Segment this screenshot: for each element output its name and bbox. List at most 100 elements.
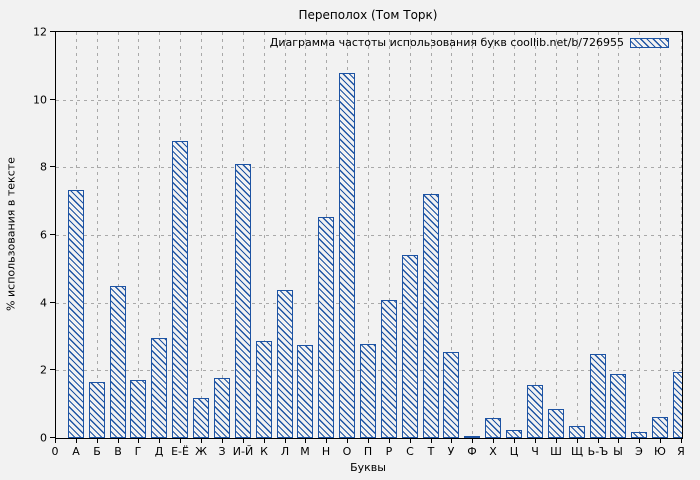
v-gridline xyxy=(451,32,452,438)
x-tick-label: В xyxy=(114,445,122,458)
x-tick-label: Д xyxy=(154,445,164,458)
x-tick-label: З xyxy=(218,445,226,458)
y-tick xyxy=(50,302,55,303)
x-tick xyxy=(347,438,348,443)
x-tick xyxy=(598,438,599,443)
bar xyxy=(443,352,459,438)
bar xyxy=(402,255,418,438)
v-gridline xyxy=(368,32,369,438)
x-tick-label: И-Й xyxy=(232,445,254,458)
x-tick-label: К xyxy=(260,445,268,458)
x-tick xyxy=(305,438,306,443)
chart-title: Переполох (Том Торк) xyxy=(298,8,438,22)
bar xyxy=(464,436,480,438)
x-tick-label: Ш xyxy=(550,445,562,458)
x-axis-title: Буквы xyxy=(350,461,386,474)
plot-area: Диаграмма частоты использования букв coo… xyxy=(55,31,683,439)
v-gridline xyxy=(201,32,202,438)
x-tick-label: Ф xyxy=(467,445,477,458)
bar xyxy=(381,300,397,438)
v-gridline xyxy=(493,32,494,438)
x-tick xyxy=(264,438,265,443)
y-tick xyxy=(50,369,55,370)
legend-swatch-icon xyxy=(630,37,669,48)
x-tick-label: А xyxy=(72,445,80,458)
bar xyxy=(68,190,84,438)
y-tick-label: 10 xyxy=(33,93,47,107)
x-tick-label: С xyxy=(406,445,414,458)
x-tick-label: Е-Ё xyxy=(171,445,189,458)
bar xyxy=(590,354,606,438)
y-tick xyxy=(50,166,55,167)
v-gridline xyxy=(222,32,223,438)
x-tick-label: Я xyxy=(677,445,685,458)
bar xyxy=(506,430,522,438)
y-tick-label: 2 xyxy=(40,363,47,377)
v-gridline xyxy=(305,32,306,438)
x-tick xyxy=(681,438,682,443)
bar xyxy=(673,372,682,438)
bar xyxy=(423,194,439,438)
x-tick-label: 0 xyxy=(51,445,59,458)
bar xyxy=(172,141,188,438)
bar xyxy=(485,418,501,438)
x-tick xyxy=(410,438,411,443)
x-tick xyxy=(222,438,223,443)
h-gridline xyxy=(56,235,682,236)
x-tick-label: Х xyxy=(489,445,497,458)
y-tick-label: 12 xyxy=(33,25,47,39)
v-gridline xyxy=(159,32,160,438)
v-gridline xyxy=(264,32,265,438)
x-tick-label: У xyxy=(447,445,455,458)
bar xyxy=(339,73,355,438)
x-tick xyxy=(660,438,661,443)
y-tick xyxy=(50,234,55,235)
x-tick-label: Г xyxy=(134,445,142,458)
bar xyxy=(214,378,230,438)
x-tick xyxy=(618,438,619,443)
bar xyxy=(130,380,146,438)
x-tick-label: М xyxy=(300,445,310,458)
x-tick xyxy=(639,438,640,443)
x-tick-label: О xyxy=(342,445,352,458)
bar xyxy=(89,382,105,438)
v-gridline xyxy=(639,32,640,438)
x-tick-label: Ю xyxy=(654,445,666,458)
x-tick-label: Л xyxy=(280,445,290,458)
bar xyxy=(297,345,313,438)
bar xyxy=(610,374,626,438)
v-gridline xyxy=(410,32,411,438)
x-tick xyxy=(138,438,139,443)
x-tick xyxy=(76,438,77,443)
bar xyxy=(652,417,668,438)
y-tick-label: 0 xyxy=(40,431,47,445)
x-tick xyxy=(201,438,202,443)
x-tick xyxy=(285,438,286,443)
x-tick xyxy=(118,438,119,443)
v-gridline xyxy=(118,32,119,438)
v-gridline xyxy=(514,32,515,438)
y-tick-label: 8 xyxy=(40,160,47,174)
v-gridline xyxy=(285,32,286,438)
x-tick xyxy=(472,438,473,443)
x-tick-label: Б xyxy=(93,445,101,458)
x-tick-label: Ч xyxy=(531,445,539,458)
bar xyxy=(569,426,585,438)
x-tick-label: Э xyxy=(635,445,643,458)
x-tick xyxy=(535,438,536,443)
bar xyxy=(235,164,251,438)
x-tick xyxy=(97,438,98,443)
x-tick xyxy=(431,438,432,443)
x-tick xyxy=(368,438,369,443)
v-gridline xyxy=(138,32,139,438)
legend-label: Диаграмма частоты использования букв coo… xyxy=(269,36,624,49)
x-tick xyxy=(514,438,515,443)
bar xyxy=(318,217,334,438)
bar xyxy=(256,341,272,438)
h-gridline xyxy=(56,167,682,169)
y-tick xyxy=(50,99,55,100)
bar xyxy=(548,409,564,438)
bar xyxy=(110,286,126,438)
v-gridline xyxy=(577,32,578,438)
v-gridline xyxy=(472,32,473,438)
